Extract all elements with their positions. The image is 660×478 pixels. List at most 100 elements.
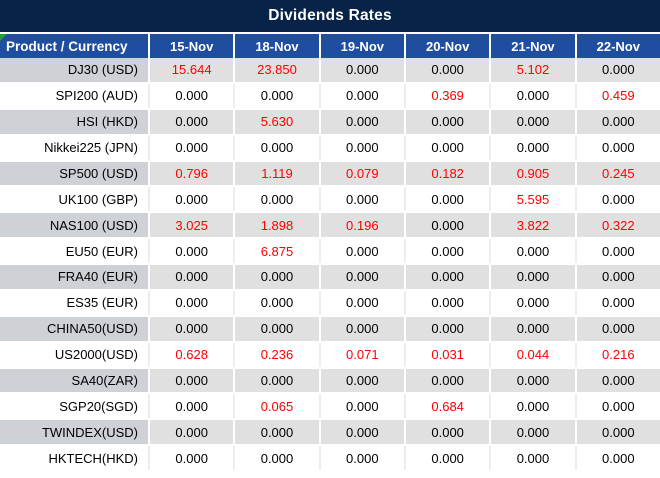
dividend-value-cell: 0.000 xyxy=(233,265,319,289)
title-bar: Dividends Rates xyxy=(0,0,660,32)
dividend-value-cell: 0.000 xyxy=(403,239,490,263)
dividend-value-cell: 0.000 xyxy=(489,265,575,289)
dividend-value-cell: 0.322 xyxy=(574,213,660,238)
dividend-value-cell: 0.000 xyxy=(318,420,404,445)
dividend-value-cell: 0.000 xyxy=(403,316,490,341)
dividend-value-cell: 0.000 xyxy=(233,135,319,160)
dividend-value-cell: 0.216 xyxy=(574,342,660,367)
dividend-value-cell: 0.031 xyxy=(403,342,490,367)
product-cell: SA40(ZAR) xyxy=(0,368,148,393)
dividend-value-cell: 0.000 xyxy=(489,368,575,393)
dividend-value-cell: 0.000 xyxy=(403,446,490,470)
dividend-value-cell: 0.684 xyxy=(403,394,490,419)
dividend-value-cell: 0.000 xyxy=(318,135,404,160)
table-row: SPI200 (AUD) 0.000 0.000 0.000 0.369 0.000 0.4… xyxy=(0,83,660,110)
product-cell: DJ30 (USD) xyxy=(0,58,148,82)
header-cell-date: 15-Nov xyxy=(148,34,233,58)
product-cell: FRA40 (EUR) xyxy=(0,265,148,289)
dividend-value-cell: 0.000 xyxy=(403,265,490,289)
table-row: NAS100 (USD) 3.025 1.898 0.196 0.000 3.822 0.3… xyxy=(0,213,660,240)
dividend-value-cell: 0.000 xyxy=(148,109,234,134)
dividend-value-cell: 0.000 xyxy=(318,109,404,134)
dividend-value-cell: 0.079 xyxy=(318,161,404,186)
dividend-value-cell: 0.000 xyxy=(574,109,660,134)
dividend-value-cell: 6.875 xyxy=(233,239,319,263)
table-row: Nikkei225 (JPN) 0.000 0.000 0.000 0.000 0.000… xyxy=(0,135,660,162)
dividend-value-cell: 5.102 xyxy=(489,58,575,82)
dividend-value-cell: 23.850 xyxy=(233,58,319,82)
dividend-value-cell: 0.065 xyxy=(233,394,319,419)
dividend-value-cell: 0.000 xyxy=(148,368,234,393)
dividend-value-cell: 0.000 xyxy=(318,265,404,289)
dividend-value-cell: 0.071 xyxy=(318,342,404,367)
dividend-value-cell: 0.000 xyxy=(318,239,404,263)
dividend-value-cell: 0.000 xyxy=(403,187,490,212)
dividend-value-cell: 0.000 xyxy=(318,368,404,393)
dividend-value-cell: 0.000 xyxy=(403,135,490,160)
dividend-value-cell: 1.119 xyxy=(233,161,319,186)
table-row: SP500 (USD) 0.796 1.119 0.079 0.182 0.905 0.24… xyxy=(0,161,660,188)
dividend-value-cell: 3.025 xyxy=(148,213,234,238)
dividend-value-cell: 0.369 xyxy=(403,83,490,108)
dividend-value-cell: 0.000 xyxy=(318,394,404,419)
dividend-value-cell: 0.000 xyxy=(574,394,660,419)
product-cell: NAS100 (USD) xyxy=(0,213,148,238)
dividend-value-cell: 1.898 xyxy=(233,213,319,238)
table-body: DJ30 (USD) 15.644 23.850 0.000 0.000 5.102 0.0… xyxy=(0,58,660,472)
table-row: TWINDEX(USD) 0.000 0.000 0.000 0.000 0.000 0.0… xyxy=(0,420,660,447)
table-row: ES35 (EUR) 0.000 0.000 0.000 0.000 0.000 0.000 xyxy=(0,290,660,317)
dividend-value-cell: 0.000 xyxy=(489,135,575,160)
dividend-value-cell: 0.000 xyxy=(318,446,404,470)
dividend-value-cell: 0.000 xyxy=(233,368,319,393)
dividend-value-cell: 0.000 xyxy=(318,83,404,108)
dividend-value-cell: 0.000 xyxy=(574,290,660,315)
dividend-value-cell: 0.000 xyxy=(403,368,490,393)
table-row: UK100 (GBP) 0.000 0.000 0.000 0.000 5.595 0.00… xyxy=(0,187,660,214)
dividend-value-cell: 0.000 xyxy=(318,316,404,341)
dividend-value-cell: 3.822 xyxy=(489,213,575,238)
dividend-value-cell: 0.905 xyxy=(489,161,575,186)
dividend-value-cell: 0.000 xyxy=(318,58,404,82)
dividend-value-cell: 0.000 xyxy=(148,187,234,212)
dividend-value-cell: 0.000 xyxy=(148,265,234,289)
table-row: CHINA50(USD) 0.000 0.000 0.000 0.000 0.000 0.0… xyxy=(0,316,660,343)
table-row: FRA40 (EUR) 0.000 0.000 0.000 0.000 0.000 0.00… xyxy=(0,265,660,291)
dividend-value-cell: 0.000 xyxy=(489,290,575,315)
dividend-value-cell: 0.000 xyxy=(489,316,575,341)
dividend-value-cell: 0.000 xyxy=(233,290,319,315)
dividend-value-cell: 0.000 xyxy=(489,446,575,470)
dividend-value-cell: 0.796 xyxy=(148,161,234,186)
dividend-value-cell: 0.000 xyxy=(148,83,234,108)
dividend-value-cell: 0.000 xyxy=(318,187,404,212)
product-cell: SGP20(SGD) xyxy=(0,394,148,419)
dividend-value-cell: 15.644 xyxy=(148,58,234,82)
dividend-value-cell: 0.000 xyxy=(403,420,490,445)
table-row: SGP20(SGD) 0.000 0.065 0.000 0.684 0.000 0.000 xyxy=(0,394,660,421)
green-corner-flag-icon xyxy=(0,34,7,41)
dividend-value-cell: 0.000 xyxy=(574,135,660,160)
dividend-value-cell: 0.000 xyxy=(148,316,234,341)
page-title: Dividends Rates xyxy=(268,7,392,24)
product-cell: CHINA50(USD) xyxy=(0,316,148,341)
product-cell: US2000(USD) xyxy=(0,342,148,367)
dividend-value-cell: 0.000 xyxy=(403,213,490,238)
dividend-value-cell: 0.245 xyxy=(574,161,660,186)
dividend-value-cell: 0.000 xyxy=(574,187,660,212)
product-cell: ES35 (EUR) xyxy=(0,290,148,315)
dividend-value-cell: 0.459 xyxy=(574,83,660,108)
header-cell-date: 18-Nov xyxy=(233,34,318,58)
product-cell: EU50 (EUR) xyxy=(0,239,148,263)
product-cell: Nikkei225 (JPN) xyxy=(0,135,148,160)
dividend-value-cell: 0.000 xyxy=(233,420,319,445)
header-product-label: Product / Currency xyxy=(6,38,128,54)
table-row: DJ30 (USD) 15.644 23.850 0.000 0.000 5.102 0.0… xyxy=(0,58,660,84)
dividend-value-cell: 0.000 xyxy=(403,290,490,315)
table-row: HSI (HKD) 0.000 5.630 0.000 0.000 0.000 0.000 xyxy=(0,109,660,136)
table-row: HKTECH(HKD) 0.000 0.000 0.000 0.000 0.000 0.00… xyxy=(0,446,660,472)
dividend-value-cell: 0.000 xyxy=(574,446,660,470)
dividend-value-cell: 0.000 xyxy=(574,239,660,263)
dividend-value-cell: 0.000 xyxy=(318,290,404,315)
dividend-value-cell: 0.000 xyxy=(148,135,234,160)
dividend-value-cell: 0.044 xyxy=(489,342,575,367)
